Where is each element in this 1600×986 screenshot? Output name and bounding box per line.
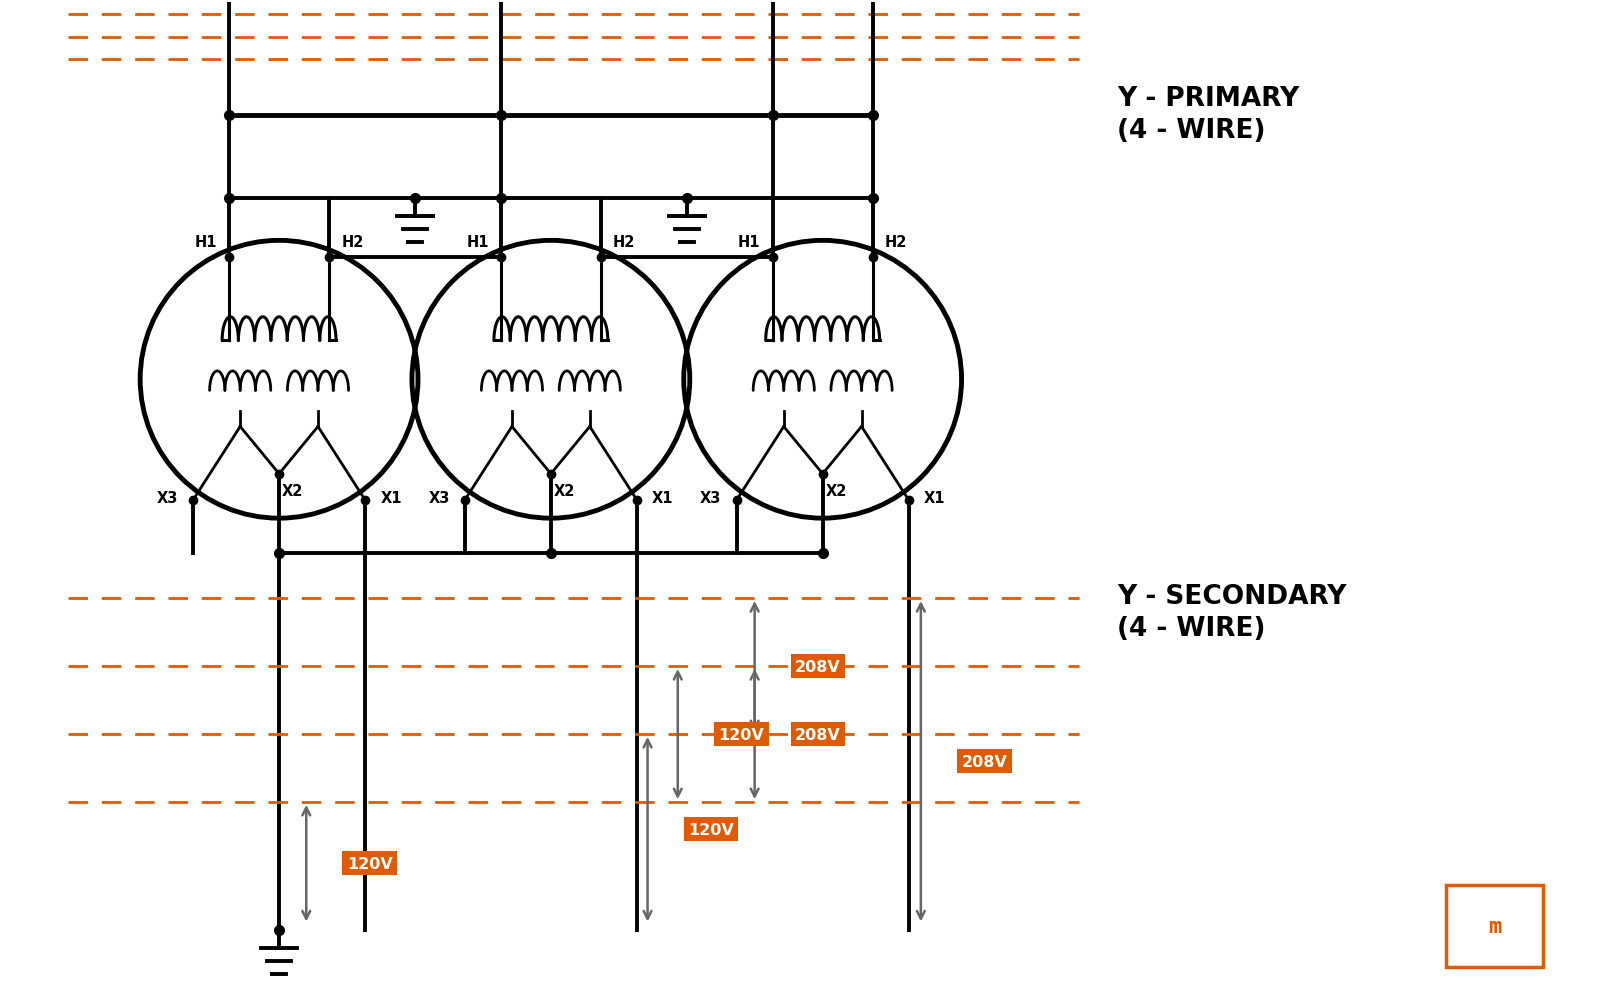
Text: Y - PRIMARY
(4 - WIRE): Y - PRIMARY (4 - WIRE) bbox=[1117, 86, 1299, 144]
Text: H1: H1 bbox=[195, 236, 218, 250]
Text: 120V: 120V bbox=[347, 856, 392, 871]
Text: X2: X2 bbox=[282, 483, 304, 498]
Text: X2: X2 bbox=[554, 483, 576, 498]
Text: X1: X1 bbox=[381, 490, 402, 505]
Text: X2: X2 bbox=[826, 483, 846, 498]
Bar bbox=[1446, 885, 1544, 966]
Text: X3: X3 bbox=[157, 490, 178, 505]
Text: m: m bbox=[1488, 916, 1501, 936]
Text: X1: X1 bbox=[923, 490, 946, 505]
Text: X1: X1 bbox=[653, 490, 674, 505]
Text: 208V: 208V bbox=[795, 727, 842, 741]
Text: 120V: 120V bbox=[688, 822, 734, 837]
Text: H1: H1 bbox=[738, 236, 760, 250]
Text: 208V: 208V bbox=[795, 659, 842, 674]
Text: 208V: 208V bbox=[962, 754, 1006, 769]
Text: H2: H2 bbox=[341, 236, 363, 250]
Text: H2: H2 bbox=[613, 236, 635, 250]
Text: X3: X3 bbox=[429, 490, 450, 505]
Text: 120V: 120V bbox=[718, 727, 765, 741]
Text: H1: H1 bbox=[466, 236, 488, 250]
Text: X3: X3 bbox=[701, 490, 722, 505]
Text: H2: H2 bbox=[885, 236, 907, 250]
Text: Y - SECONDARY
(4 - WIRE): Y - SECONDARY (4 - WIRE) bbox=[1117, 584, 1347, 642]
